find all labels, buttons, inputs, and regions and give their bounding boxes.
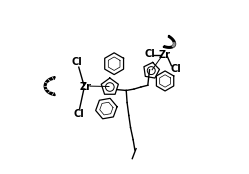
Text: Zr: Zr bbox=[158, 50, 170, 60]
Polygon shape bbox=[163, 35, 176, 48]
Text: Zr: Zr bbox=[80, 82, 92, 92]
Polygon shape bbox=[44, 77, 55, 96]
Text: Cl: Cl bbox=[170, 64, 181, 74]
Text: Cl: Cl bbox=[72, 57, 82, 67]
Text: Cl: Cl bbox=[73, 109, 84, 119]
Text: Cl: Cl bbox=[144, 49, 155, 59]
